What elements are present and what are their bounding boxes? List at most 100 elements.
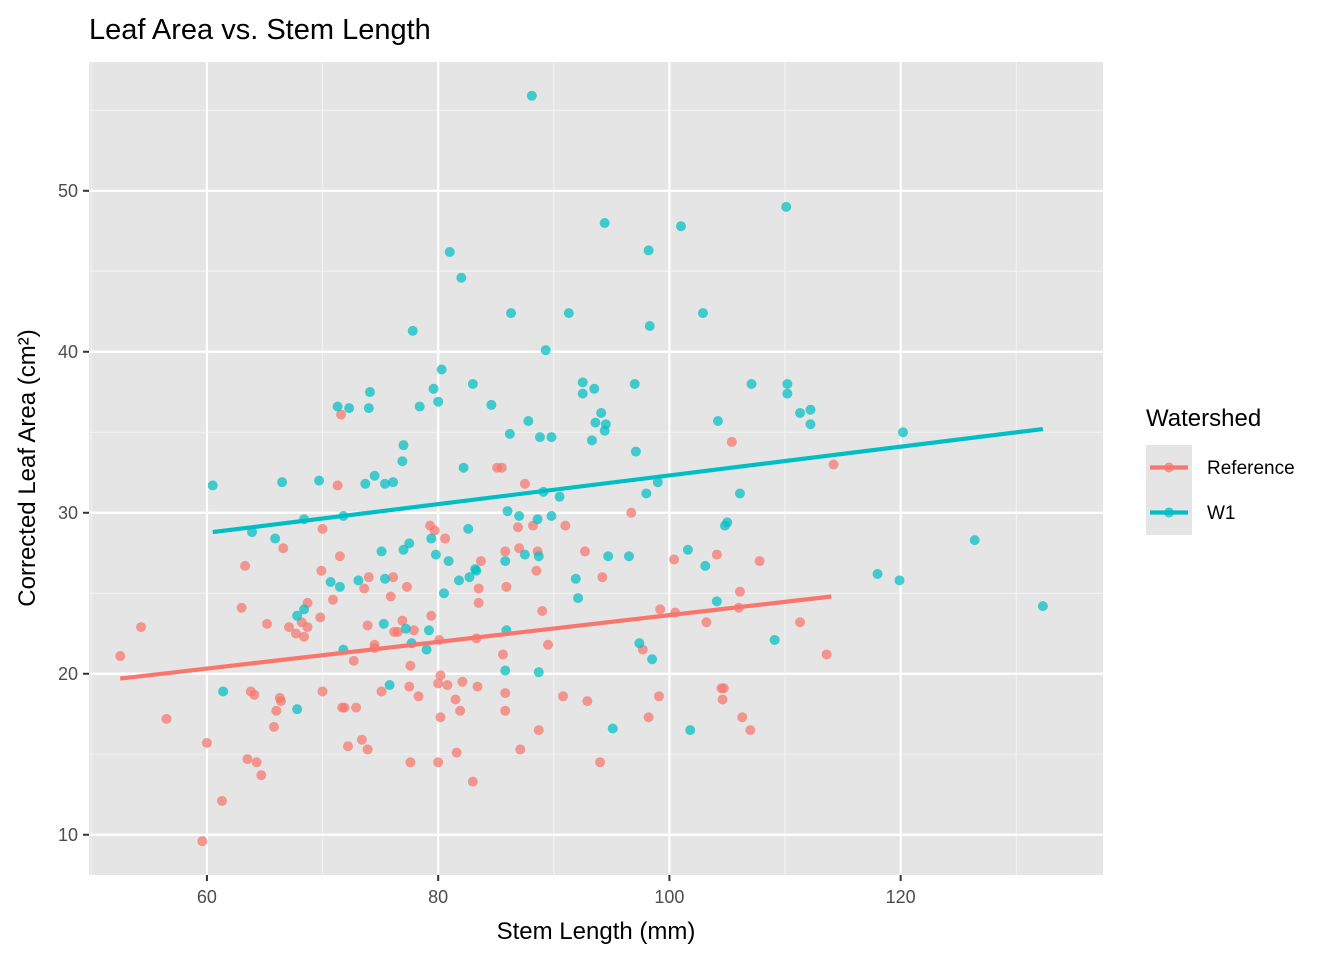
data-point [607,723,618,734]
data-point [332,480,343,491]
data-point [577,388,588,399]
data-point [316,565,327,576]
data-point [408,625,419,636]
data-point [456,272,467,283]
data-point [240,560,251,571]
data-point [471,565,482,576]
data-point [532,514,543,525]
data-point [515,744,526,755]
data-point [278,543,289,554]
data-point [379,478,390,489]
data-point [136,622,147,633]
data-point [292,610,303,621]
data-point [336,409,347,420]
data-point [502,506,513,517]
data-point [262,618,273,629]
data-point [201,737,212,748]
data-point [643,245,654,256]
data-point [467,776,478,787]
data-point [514,543,525,554]
data-point [362,620,373,631]
data-point [455,705,466,716]
data-point [398,544,409,555]
data-point [317,686,328,697]
data-point [299,604,310,615]
data-point [388,572,399,583]
data-point [398,440,409,451]
data-point [537,605,548,616]
data-point [401,581,412,592]
minor-gridlines [89,62,1103,875]
data-point [558,691,569,702]
x-axis: 60 80 100 120 [197,875,916,907]
x-axis-title: Stem Length (mm) [497,918,696,945]
data-point [161,713,172,724]
data-point [314,475,325,486]
data-point [654,691,665,702]
data-point [464,572,475,583]
data-point [630,446,641,457]
trend-lines [119,426,1044,681]
data-point [339,702,350,713]
data-point [582,696,593,707]
data-point [641,488,652,499]
data-point [543,639,554,650]
data-point [397,456,408,467]
data-point [486,399,497,410]
data-point [360,478,371,489]
data-point [277,477,288,488]
data-point [697,308,708,319]
data-point [404,681,415,692]
data-point [429,525,440,536]
data-point [781,201,792,212]
data-point [369,470,380,481]
legend-title: Watershed [1146,405,1261,432]
data-point [457,676,468,687]
data-point [438,588,449,599]
data-point [603,551,614,562]
data-point [384,680,395,691]
data-point [334,581,345,592]
data-point [711,596,722,607]
major-gridlines [89,62,1103,875]
data-point [344,403,355,414]
data-point [580,546,591,557]
data-point [443,556,454,567]
data-point [894,575,905,586]
data-point [573,593,584,604]
data-point [519,478,530,489]
x-tick-label: 80 [428,887,448,907]
data-point [197,836,208,847]
data-point [317,523,328,534]
data-point [436,364,447,375]
data-point [426,533,437,544]
data-point [378,618,389,629]
data-point [634,638,645,649]
data-point [685,725,696,736]
data-point [586,435,597,446]
data-point [421,644,432,655]
data-point [379,573,390,584]
data-point [712,416,723,427]
data-point [595,757,606,768]
data-point [504,428,515,439]
data-point [299,631,310,642]
legend-label-reference: Reference [1207,458,1295,479]
data-point [534,432,545,443]
data-point [540,345,551,356]
data-point [430,549,441,560]
data-point [782,388,793,399]
data-point [546,432,557,443]
data-point [570,573,581,584]
data-point [115,651,126,662]
data-point [629,378,640,389]
data-point [533,667,544,678]
data-point [363,403,374,414]
y-axis: 10 20 30 40 50 [58,181,89,845]
data-point [682,544,693,555]
data-point [700,560,711,571]
x-tick-label: 100 [654,887,684,907]
trend-line-w1 [212,426,1044,535]
data-point [897,427,908,438]
data-point [249,689,260,700]
